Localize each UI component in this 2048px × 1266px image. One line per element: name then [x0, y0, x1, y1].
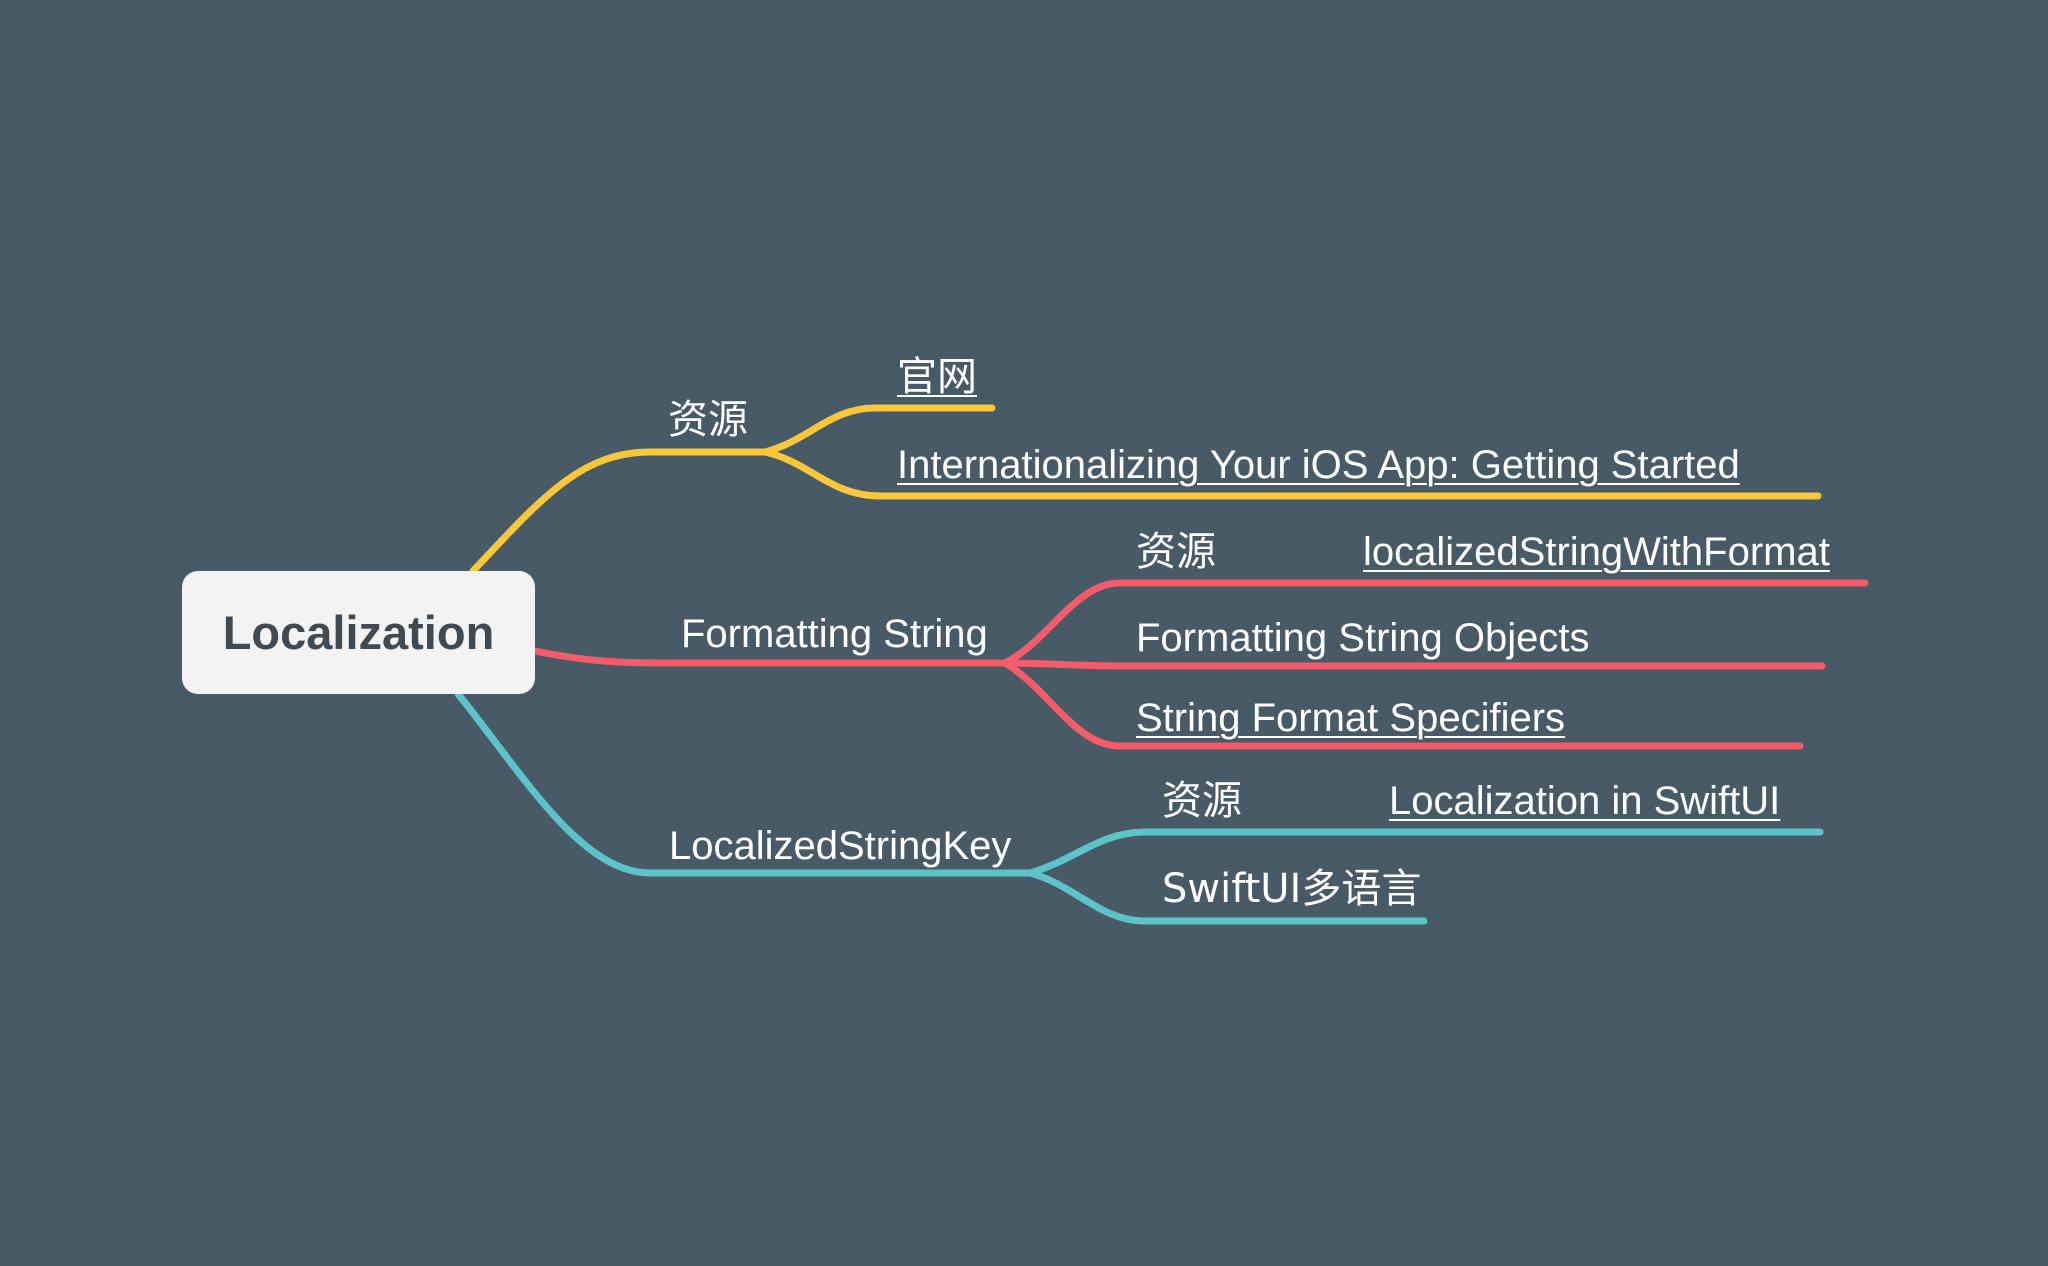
connector-formatting-specifiers [1001, 659, 1804, 750]
connector-root-resources [469, 448, 769, 575]
connector-formatting-objects [1001, 659, 1826, 670]
connector-key-multilang [1026, 869, 1428, 925]
branch-resources-label[interactable]: 资源 [668, 397, 748, 443]
branch-key-label[interactable]: LocalizedStringKey [669, 824, 1012, 868]
branch-formatting-label[interactable]: Formatting String [681, 612, 988, 656]
connector-resources-tutorial [761, 448, 1822, 500]
official-site-link[interactable]: 官网 [897, 354, 977, 400]
root-label: Localization [222, 606, 495, 659]
connector-resources-official [761, 404, 996, 456]
key-resources-label[interactable]: 资源 [1162, 778, 1242, 824]
localized-string-with-format-link[interactable]: localizedStringWithFormat [1363, 530, 1830, 574]
connector-root-formatting [531, 647, 1009, 667]
swiftui-multilang-label[interactable]: SwiftUI多语言 [1162, 866, 1422, 912]
formatting-resources-label[interactable]: 资源 [1136, 529, 1216, 575]
connector-formatting-resources [1001, 579, 1869, 667]
formatting-string-objects-label[interactable]: Formatting String Objects [1136, 616, 1590, 660]
ios-tutorial-link[interactable]: Internationalizing Your iOS App: Getting… [897, 443, 1740, 487]
string-format-specifiers-link[interactable]: String Format Specifiers [1136, 696, 1566, 740]
connector-key-resources [1026, 828, 1824, 877]
connector-root-key [454, 690, 1034, 877]
localization-in-swiftui-link[interactable]: Localization in SwiftUI [1389, 779, 1781, 823]
root-node[interactable]: Localization [182, 571, 535, 694]
